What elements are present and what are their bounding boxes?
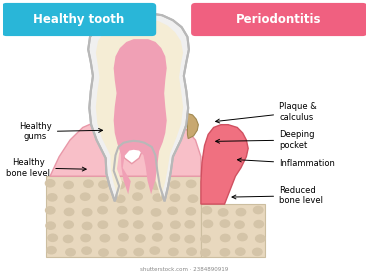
Polygon shape (201, 204, 265, 257)
Circle shape (65, 195, 75, 202)
Circle shape (98, 207, 107, 214)
Circle shape (236, 209, 246, 216)
Circle shape (135, 182, 145, 189)
Polygon shape (46, 176, 201, 257)
Circle shape (100, 235, 110, 242)
Circle shape (235, 221, 244, 228)
Circle shape (119, 220, 128, 227)
Circle shape (185, 221, 195, 228)
Circle shape (46, 207, 55, 214)
Text: Reduced
bone level: Reduced bone level (232, 186, 323, 206)
Circle shape (202, 207, 211, 214)
Circle shape (80, 193, 90, 200)
Circle shape (151, 182, 161, 189)
Text: Healthy tooth: Healthy tooth (33, 13, 125, 26)
Circle shape (220, 220, 230, 227)
Circle shape (201, 249, 210, 256)
Circle shape (254, 221, 264, 228)
Circle shape (98, 221, 108, 228)
Circle shape (46, 180, 55, 187)
Polygon shape (50, 122, 201, 176)
Text: Healthy
gums: Healthy gums (19, 122, 102, 141)
Circle shape (64, 221, 73, 228)
Text: shutterstock.com · 2384890919: shutterstock.com · 2384890919 (141, 267, 229, 272)
Circle shape (47, 194, 57, 201)
Text: Healthy
bone level: Healthy bone level (6, 158, 86, 178)
Circle shape (63, 235, 73, 242)
Circle shape (117, 249, 127, 256)
Circle shape (218, 209, 228, 216)
Circle shape (151, 209, 161, 216)
Circle shape (254, 206, 263, 214)
Circle shape (99, 181, 108, 188)
Circle shape (186, 208, 196, 215)
Circle shape (168, 248, 178, 256)
Circle shape (170, 194, 180, 201)
Circle shape (187, 248, 196, 255)
Circle shape (47, 247, 56, 254)
Circle shape (134, 221, 143, 228)
Circle shape (170, 181, 180, 188)
Polygon shape (96, 19, 183, 197)
Text: Periodontitis: Periodontitis (236, 13, 322, 26)
Circle shape (83, 209, 92, 216)
Circle shape (188, 195, 198, 202)
Polygon shape (114, 39, 167, 194)
Circle shape (66, 249, 75, 256)
Circle shape (133, 193, 142, 200)
Circle shape (168, 207, 177, 214)
Circle shape (115, 181, 125, 189)
Circle shape (153, 234, 162, 241)
Circle shape (153, 194, 163, 201)
Circle shape (252, 248, 262, 256)
Circle shape (99, 194, 108, 201)
Polygon shape (201, 125, 248, 204)
Circle shape (220, 249, 230, 256)
Circle shape (116, 195, 125, 202)
Circle shape (221, 234, 230, 242)
Circle shape (133, 207, 142, 214)
Circle shape (84, 180, 93, 187)
Circle shape (185, 235, 195, 243)
Circle shape (203, 220, 212, 227)
Circle shape (238, 234, 247, 241)
Circle shape (48, 234, 57, 241)
Circle shape (171, 221, 180, 228)
Circle shape (255, 235, 265, 242)
Circle shape (64, 181, 73, 188)
Circle shape (117, 207, 127, 214)
Circle shape (134, 248, 143, 256)
Circle shape (135, 235, 145, 242)
Circle shape (99, 249, 108, 256)
Circle shape (236, 248, 245, 255)
Circle shape (153, 222, 162, 230)
Circle shape (201, 235, 210, 243)
FancyBboxPatch shape (2, 3, 156, 36)
Circle shape (64, 208, 74, 216)
Circle shape (170, 234, 179, 241)
Text: Inflammation: Inflammation (237, 158, 335, 168)
Circle shape (119, 234, 128, 241)
Circle shape (150, 247, 160, 254)
Text: Plaque &
calculus: Plaque & calculus (216, 102, 317, 123)
Polygon shape (88, 13, 189, 201)
Circle shape (82, 247, 91, 254)
Circle shape (186, 180, 196, 188)
Circle shape (81, 234, 90, 242)
FancyBboxPatch shape (191, 3, 367, 36)
Polygon shape (188, 113, 198, 139)
Text: Deeping
pocket: Deeping pocket (216, 130, 315, 150)
Circle shape (82, 222, 92, 230)
Circle shape (46, 222, 55, 229)
